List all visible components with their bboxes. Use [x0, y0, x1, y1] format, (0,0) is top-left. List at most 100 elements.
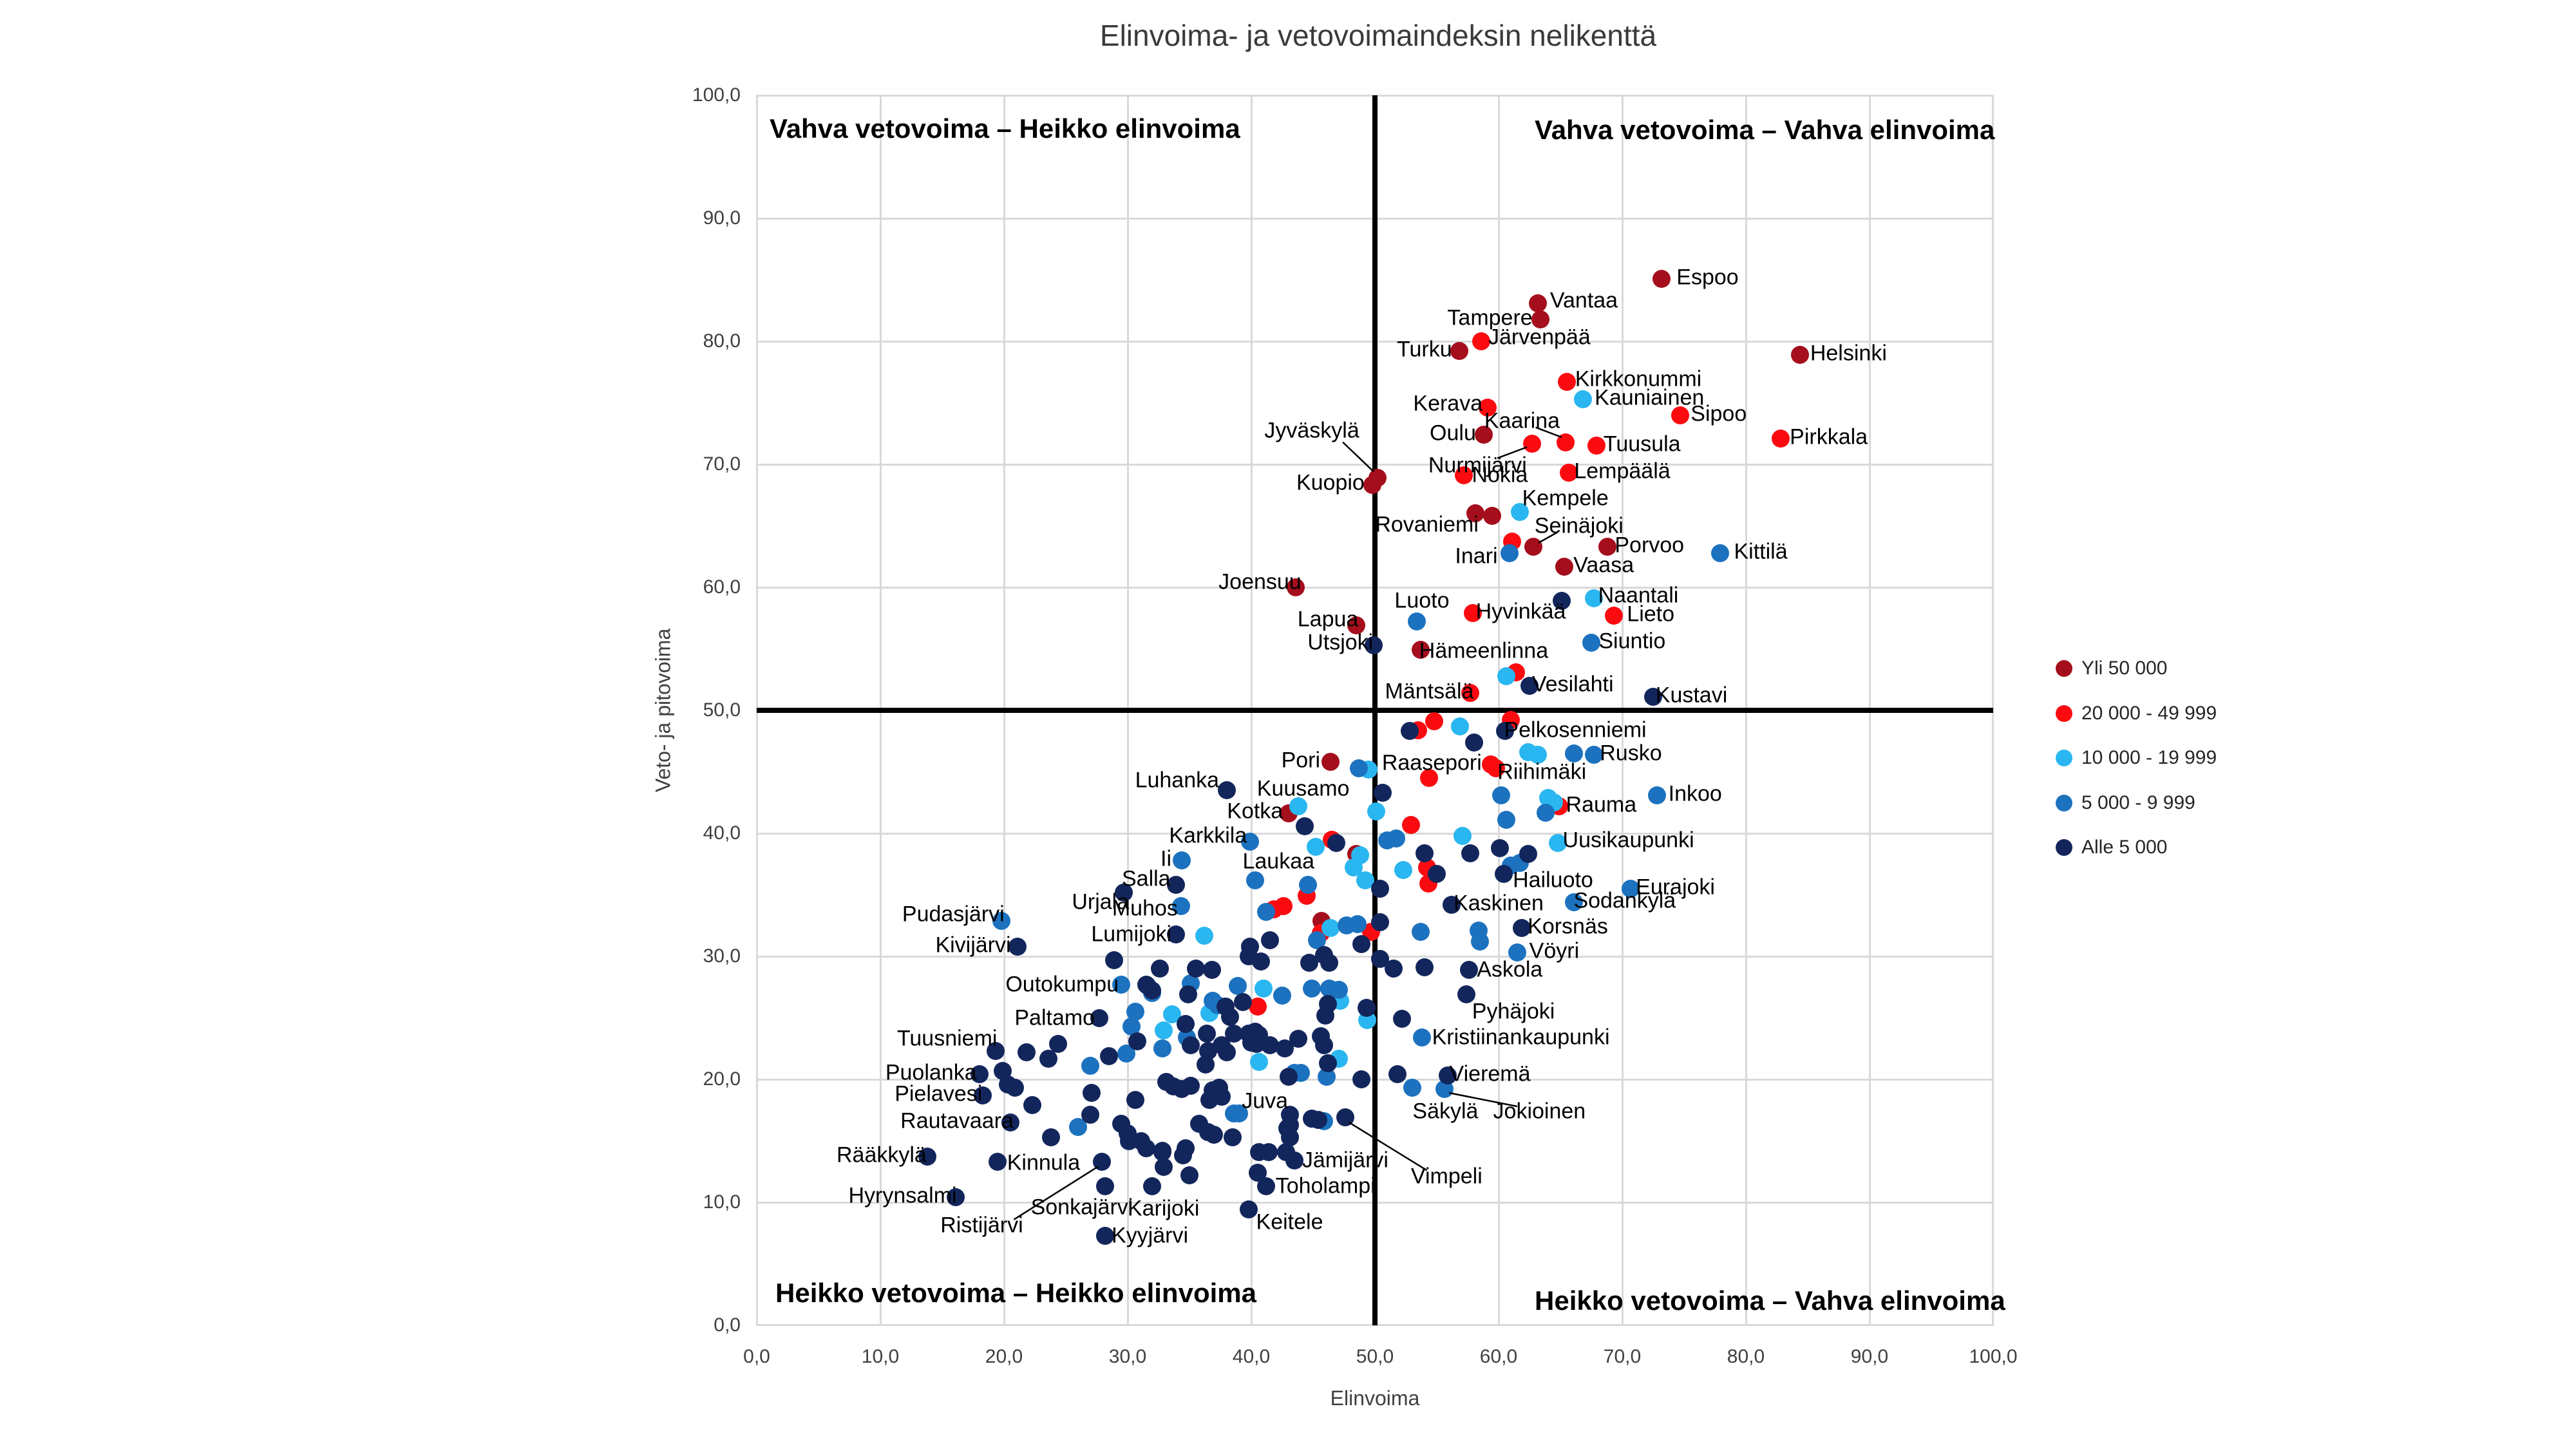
- data-point-Kempele: [1510, 503, 1529, 522]
- data-point: [1039, 1049, 1058, 1068]
- x-tick-label: 0,0: [743, 1346, 770, 1367]
- data-point-Rovaniemi: [1466, 504, 1484, 523]
- point-label-Kerava: Kerava: [1413, 391, 1483, 416]
- data-point-Pirkkala: [1771, 429, 1790, 448]
- point-label-Outokumpu: Outokumpu: [1005, 972, 1119, 997]
- point-label-Naantali: Naantali: [1598, 583, 1679, 608]
- point-label-Utsjoki: Utsjoki: [1307, 630, 1374, 655]
- data-point: [1150, 960, 1169, 978]
- data-point: [1174, 1146, 1193, 1165]
- point-label-Askola: Askola: [1477, 957, 1543, 982]
- data-point: [1420, 769, 1439, 788]
- point-label-Kaarina: Kaarina: [1484, 408, 1560, 433]
- data-point-Toholampi: [1257, 1177, 1276, 1196]
- data-point: [1350, 759, 1368, 777]
- point-label-Jokioinen: Jokioinen: [1493, 1099, 1586, 1124]
- data-point-Outokumpu: [1112, 975, 1131, 994]
- data-point: [1319, 1054, 1338, 1073]
- data-point: [1245, 871, 1264, 889]
- data-point-Karkkila: [1241, 833, 1260, 851]
- data-point-Luhanka: [1217, 781, 1236, 800]
- data-point: [1352, 934, 1370, 953]
- point-label-Kaskinen: Kaskinen: [1454, 891, 1544, 916]
- data-point-Rusko: [1584, 745, 1603, 764]
- y-tick-label: 70,0: [703, 453, 741, 475]
- data-point-Tuusula: [1587, 437, 1605, 455]
- data-point: [1357, 999, 1376, 1018]
- quadrant-divider-horizontal: [757, 708, 1993, 713]
- point-label-Pyhäjoki: Pyhäjoki: [1472, 999, 1555, 1024]
- data-point: [1349, 915, 1367, 934]
- data-point: [1197, 1025, 1216, 1043]
- data-point: [1100, 1046, 1119, 1065]
- point-label-Tuusula: Tuusula: [1603, 431, 1681, 457]
- y-tick-label: 100,0: [692, 84, 741, 106]
- data-point-Paltamo: [1090, 1009, 1108, 1027]
- data-point-Rääkkylä: [918, 1148, 936, 1166]
- point-label-Luoto: Luoto: [1394, 588, 1450, 613]
- point-label-Uusikaupunki: Uusikaupunki: [1562, 828, 1694, 853]
- data-point-Lieto: [1604, 606, 1623, 625]
- point-label-Ii: Ii: [1160, 846, 1172, 871]
- data-point: [1205, 1125, 1224, 1144]
- data-point: [1255, 979, 1273, 998]
- data-point-Kuusamo: [1289, 797, 1307, 815]
- data-point-Inari: [1501, 544, 1519, 562]
- data-point-Luoto: [1408, 612, 1426, 631]
- data-point-Laukaa: [1306, 838, 1325, 856]
- data-point-Kinnula: [989, 1152, 1007, 1171]
- data-point: [1490, 838, 1509, 857]
- data-point-Lempäälä: [1560, 464, 1578, 482]
- point-label-Vaasa: Vaasa: [1573, 553, 1634, 578]
- data-point: [1471, 933, 1490, 951]
- data-point: [1401, 815, 1420, 834]
- data-point-Muhos: [1171, 896, 1190, 915]
- data-point: [1186, 960, 1205, 978]
- data-point: [1295, 817, 1314, 835]
- data-point-Vaasa: [1555, 557, 1573, 576]
- point-label-Raasepori: Raasepori: [1381, 750, 1482, 775]
- point-label-Vimpeli: Vimpeli: [1410, 1164, 1482, 1189]
- data-point-Sodankylä: [1565, 893, 1584, 911]
- point-label-Säkylä: Säkylä: [1412, 1099, 1479, 1124]
- data-point-Hyrynsalmi: [947, 1188, 965, 1207]
- data-point: [1006, 1079, 1025, 1097]
- quadrant-label-top-right: Vahva vetovoima – Vahva elinvoima: [1535, 115, 1995, 145]
- data-point: [1177, 1015, 1195, 1034]
- point-label-Seinäjoki: Seinäjoki: [1534, 513, 1624, 538]
- data-point: [1143, 981, 1162, 1000]
- data-point: [1119, 1132, 1138, 1150]
- data-point: [1330, 980, 1349, 999]
- data-point: [1259, 1142, 1278, 1161]
- point-label-Paltamo: Paltamo: [1014, 1005, 1095, 1030]
- point-label-Espoo: Espoo: [1676, 265, 1739, 290]
- legend-label: Alle 5 000: [2081, 837, 2168, 858]
- data-point: [1393, 1010, 1412, 1028]
- point-label-Laukaa: Laukaa: [1242, 849, 1315, 874]
- point-label-Vieremä: Vieremä: [1449, 1061, 1531, 1086]
- data-point-Sonkajärvi: [1096, 1177, 1115, 1196]
- data-point-Siuntio: [1582, 633, 1600, 652]
- data-point: [1461, 844, 1479, 862]
- data-point: [1252, 952, 1271, 971]
- data-point-Espoo: [1653, 269, 1671, 288]
- point-label-Oulu: Oulu: [1430, 421, 1476, 446]
- point-label-Pirkkala: Pirkkala: [1790, 424, 1868, 450]
- data-point-Joensuu: [1287, 578, 1305, 596]
- point-label-Muhos: Muhos: [1112, 896, 1178, 920]
- point-label-Turku: Turku: [1396, 337, 1452, 362]
- data-point-Helsinki: [1791, 346, 1810, 364]
- data-point-Hämeenlinna: [1412, 641, 1430, 659]
- data-point-Pyhäjoki: [1457, 985, 1476, 1004]
- data-point: [1387, 829, 1405, 848]
- data-point: [1552, 592, 1571, 610]
- data-point-Keitele: [1240, 1200, 1258, 1219]
- data-point: [1464, 733, 1483, 752]
- point-label-Hailuoto: Hailuoto: [1513, 867, 1593, 893]
- data-point: [1260, 931, 1279, 950]
- data-point: [1289, 1029, 1307, 1048]
- data-point: [1321, 919, 1340, 938]
- point-label-Lumijoki: Lumijoki: [1091, 922, 1172, 947]
- data-point-Kristiinankaupunki: [1412, 1028, 1431, 1047]
- data-point: [1370, 879, 1389, 898]
